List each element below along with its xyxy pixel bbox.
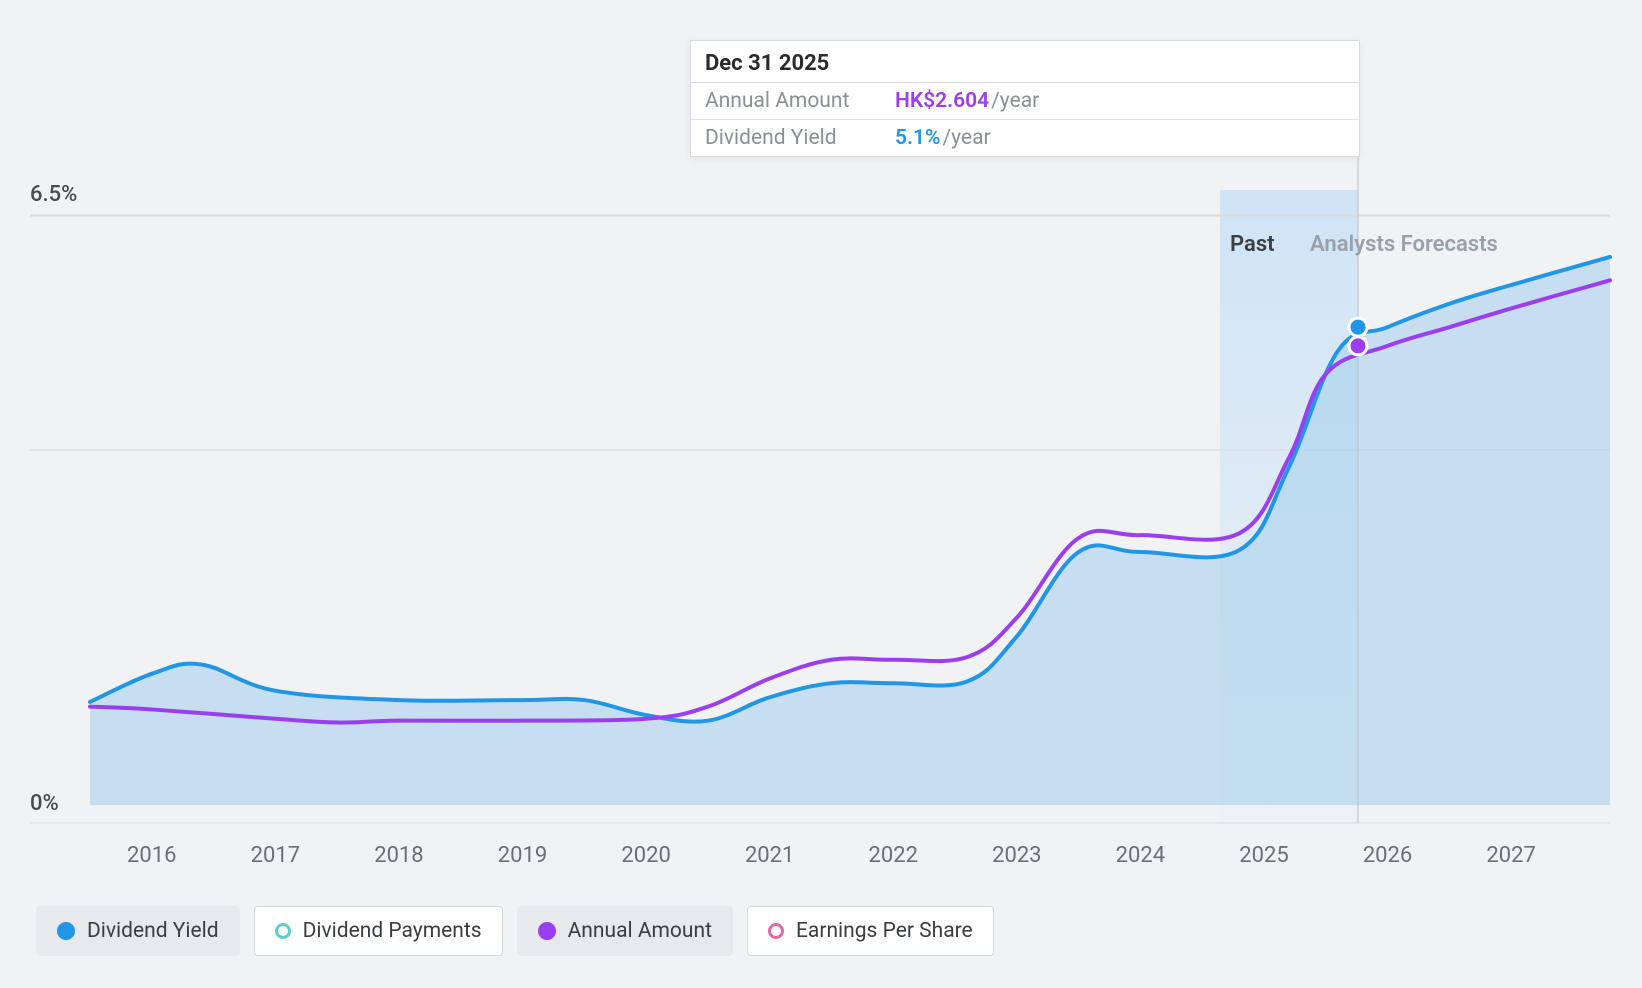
legend-swatch-icon	[538, 922, 556, 940]
legend-label: Annual Amount	[568, 919, 712, 943]
x-axis-tick-2025: 2025	[1239, 843, 1288, 868]
legend-swatch-icon	[57, 922, 75, 940]
legend-swatch-icon	[275, 923, 291, 939]
x-axis-tick-2021: 2021	[745, 843, 794, 868]
x-axis-tick-2026: 2026	[1363, 843, 1412, 868]
legend-toggle-annual_amount[interactable]: Annual Amount	[517, 906, 733, 956]
x-axis-tick-2019: 2019	[498, 843, 547, 868]
hover-marker-dividend_yield	[1349, 318, 1367, 336]
x-axis-tick-2023: 2023	[992, 843, 1041, 868]
tooltip-row-unit: /year	[942, 126, 990, 150]
legend-label: Dividend Yield	[87, 919, 219, 943]
legend-label: Earnings Per Share	[796, 919, 973, 943]
x-axis-tick-2018: 2018	[374, 843, 423, 868]
tooltip-row-value: HK$2.604	[895, 89, 989, 113]
legend-toggle-dividend_yield[interactable]: Dividend Yield	[36, 906, 240, 956]
tooltip-row-1: Dividend Yield5.1%/year	[691, 120, 1359, 156]
tooltip-row-0: Annual AmountHK$2.604/year	[691, 83, 1359, 120]
tooltip-row-label: Annual Amount	[705, 89, 895, 113]
tooltip-row-label: Dividend Yield	[705, 126, 895, 150]
legend-label: Dividend Payments	[303, 919, 482, 943]
x-axis-tick-2020: 2020	[621, 843, 670, 868]
legend-toggle-dividend_payments[interactable]: Dividend Payments	[254, 906, 503, 956]
x-axis-tick-2024: 2024	[1116, 843, 1165, 868]
x-axis-tick-2027: 2027	[1486, 843, 1535, 868]
hover-marker-annual_amount	[1349, 337, 1367, 355]
x-axis-tick-2017: 2017	[251, 843, 300, 868]
x-axis-tick-2022: 2022	[869, 843, 918, 868]
y-axis-tick-zero: 0%	[30, 791, 59, 816]
y-axis-tick-max: 6.5%	[30, 182, 77, 207]
dividend-chart: 6.5% 0% 2016 2017 2018 2019 2020 2021 2022 2023…	[0, 0, 1642, 988]
chart-legend: Dividend Yield Dividend Payments Annual Am…	[36, 906, 994, 956]
tooltip-row-unit: /year	[991, 89, 1039, 113]
chart-tooltip: Dec 31 2025 Annual AmountHK$2.604/yearDi…	[690, 40, 1360, 157]
tooltip-row-value: 5.1%	[895, 126, 940, 150]
tooltip-title: Dec 31 2025	[691, 41, 1359, 83]
forecast-region-label: Analysts Forecasts	[1310, 232, 1498, 257]
x-axis-tick-2016: 2016	[127, 843, 176, 868]
past-region-label: Past	[1230, 232, 1275, 257]
legend-toggle-earnings_per_share[interactable]: Earnings Per Share	[747, 906, 994, 956]
legend-swatch-icon	[768, 923, 784, 939]
